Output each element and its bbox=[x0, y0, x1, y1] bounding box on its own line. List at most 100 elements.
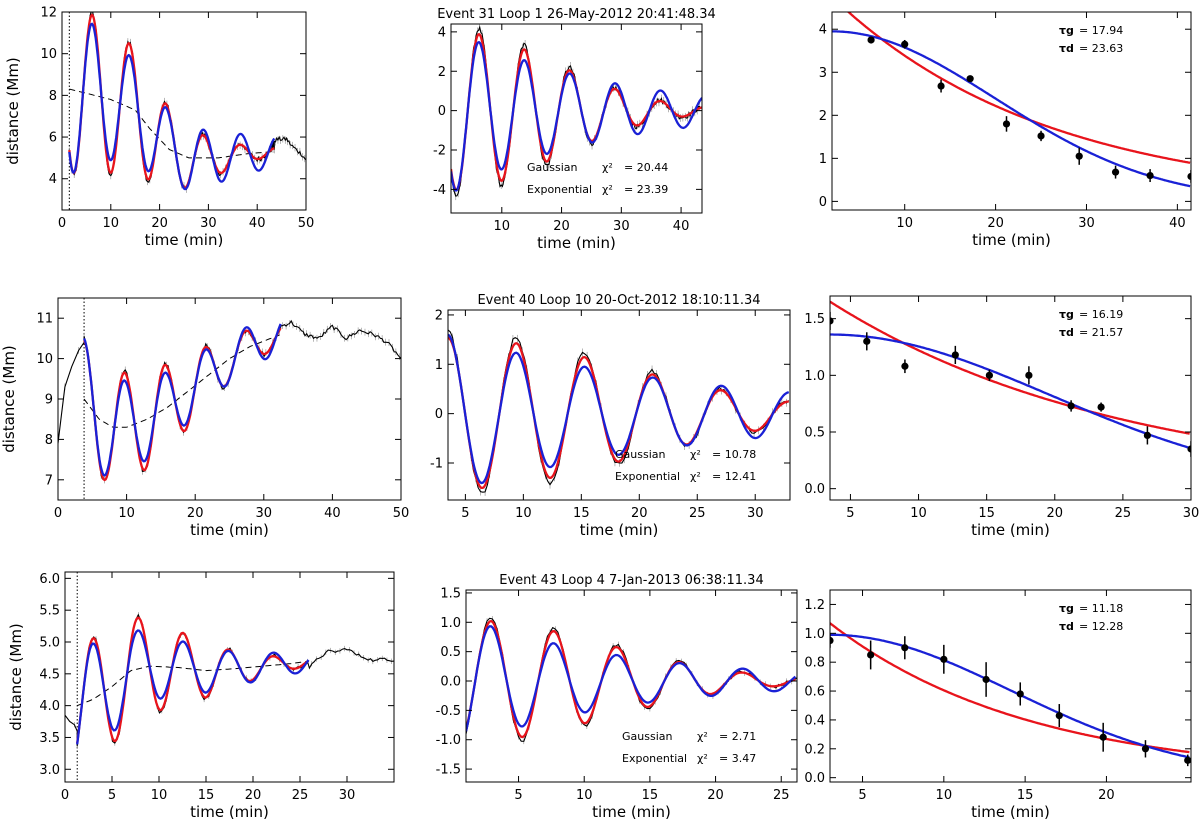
trend-line bbox=[83, 334, 280, 428]
y-tick-label: 8 bbox=[49, 89, 57, 104]
panel-1-1: 5 10 15 20 25 30 -1 0 1 2 time (min) Event 40 Loop … bbox=[430, 293, 791, 539]
chi-square-value: = 10.78 bbox=[712, 448, 756, 461]
x-tick-label: 15 bbox=[198, 788, 215, 803]
gaussian-fit-series bbox=[68, 13, 275, 189]
x-axis-label: time (min) bbox=[580, 521, 659, 539]
panel-2-0: 0 5 10 15 20 25 30 3.0 3.5 4.0 4.5 5.0 5.5 6.0 time (m… bbox=[7, 571, 395, 821]
plot-area bbox=[830, 300, 1191, 457]
fit-name-label: Exponential bbox=[527, 183, 592, 196]
x-tick-label: 30 bbox=[1183, 506, 1200, 521]
chi-square-value: = 20.44 bbox=[624, 161, 668, 174]
y-tick-label: 7 bbox=[45, 473, 53, 488]
fit-name-label: Exponential bbox=[615, 470, 680, 483]
x-tick-label: 25 bbox=[773, 788, 790, 803]
x-tick-label: 20 bbox=[245, 788, 262, 803]
y-tick-label: 2 bbox=[435, 308, 443, 323]
observed-series bbox=[68, 12, 306, 190]
x-tick-label: 5 bbox=[514, 788, 522, 803]
tau-value: = 21.57 bbox=[1079, 326, 1123, 339]
tau-symbol: τd bbox=[1059, 620, 1074, 633]
trend-line bbox=[77, 660, 308, 707]
x-tick-label: 25 bbox=[689, 506, 706, 521]
amplitude-point bbox=[1146, 171, 1154, 180]
y-tick-label: 0.2 bbox=[804, 742, 825, 757]
y-tick-label: 10 bbox=[36, 352, 53, 367]
x-axis-label: time (min) bbox=[971, 521, 1050, 539]
x-axis-label: time (min) bbox=[190, 521, 269, 539]
chi-square-symbol: χ² bbox=[690, 470, 701, 483]
y-tick-label: 4.5 bbox=[39, 667, 60, 682]
y-tick-label: 0.5 bbox=[440, 645, 461, 660]
plot-frame bbox=[465, 589, 798, 783]
panel-0-2: 10 20 30 40 0 1 2 3 4 time (min) τg = 17.94 τd = 23.6… bbox=[819, 0, 1192, 249]
tau-symbol: τg bbox=[1059, 602, 1074, 615]
x-tick-label: 15 bbox=[978, 506, 995, 521]
y-tick-label: 1.5 bbox=[440, 586, 461, 601]
y-tick-label: 0 bbox=[438, 104, 446, 119]
y-tick-label: 1.2 bbox=[804, 598, 825, 613]
y-tick-label: 2 bbox=[438, 65, 446, 80]
x-axis-label: time (min) bbox=[592, 803, 671, 821]
plot-area bbox=[448, 325, 790, 496]
tau-value: = 11.18 bbox=[1079, 602, 1123, 615]
y-tick-label: 0.0 bbox=[804, 482, 825, 497]
amplitude-point bbox=[867, 36, 875, 44]
fit-name-label: Gaussian bbox=[615, 448, 665, 461]
amplitude-point bbox=[951, 351, 959, 359]
amplitude-point bbox=[940, 655, 948, 663]
amplitude-point bbox=[1099, 733, 1107, 741]
plot-frame bbox=[61, 11, 307, 211]
x-axis-label: time (min) bbox=[537, 234, 616, 252]
y-tick-label: 0.8 bbox=[804, 656, 825, 671]
x-tick-label: 20 bbox=[187, 506, 204, 521]
y-tick-label: 0.0 bbox=[804, 771, 825, 786]
y-axis-label: distance (Mm) bbox=[0, 345, 18, 453]
y-tick-label: 5.0 bbox=[39, 636, 60, 651]
x-tick-label: 0 bbox=[54, 506, 62, 521]
y-tick-label: 2 bbox=[819, 109, 827, 124]
x-axis-label: time (min) bbox=[972, 231, 1051, 249]
y-tick-label: 3.0 bbox=[39, 763, 60, 778]
plot-area bbox=[830, 622, 1191, 767]
amplitude-point bbox=[828, 0, 835, 1]
plot-frame bbox=[829, 295, 1192, 501]
fit-name-label: Exponential bbox=[622, 752, 687, 765]
y-tick-label: 6 bbox=[49, 131, 57, 146]
amplitude-point bbox=[1075, 152, 1083, 160]
x-tick-label: 10 bbox=[910, 506, 927, 521]
x-tick-label: 50 bbox=[298, 216, 315, 231]
tau-value: = 23.63 bbox=[1079, 42, 1123, 55]
x-tick-label: 40 bbox=[324, 506, 341, 521]
gaussian-damping-curve bbox=[830, 333, 1190, 449]
plot-area bbox=[466, 616, 797, 745]
x-tick-label: 5 bbox=[846, 506, 854, 521]
x-tick-label: 20 bbox=[553, 219, 570, 234]
plot-frame bbox=[831, 11, 1192, 211]
x-tick-label: 30 bbox=[613, 219, 630, 234]
chi-square-symbol: χ² bbox=[697, 730, 708, 743]
amplitude-point bbox=[985, 371, 993, 379]
x-tick-label: 10 bbox=[896, 216, 913, 231]
x-tick-label: 40 bbox=[249, 216, 266, 231]
panel-2-2: 5 10 15 20 0.0 0.2 0.4 0.6 0.8 1.0 1.2 time (min) τg… bbox=[804, 589, 1192, 821]
amplitude-point bbox=[937, 82, 945, 90]
gaussian-damping-curve bbox=[832, 30, 1191, 188]
chi-square-symbol: χ² bbox=[602, 161, 613, 174]
x-tick-label: 30 bbox=[256, 506, 273, 521]
amplitude-point bbox=[1055, 711, 1063, 720]
chi-square-value: = 2.71 bbox=[719, 730, 756, 743]
y-tick-label: 4.0 bbox=[39, 699, 60, 714]
panel-title: Event 40 Loop 10 20-Oct-2012 18:10:11.34 bbox=[477, 293, 760, 308]
x-tick-label: 20 bbox=[1047, 506, 1064, 521]
fit-name-label: Gaussian bbox=[622, 730, 672, 743]
y-tick-label: -1.0 bbox=[436, 733, 461, 748]
y-axis-label: distance (Mm) bbox=[7, 623, 25, 731]
amplitude-point bbox=[982, 675, 990, 684]
y-tick-label: -1.5 bbox=[436, 763, 461, 778]
amplitude-point bbox=[1016, 690, 1024, 698]
plot-area bbox=[451, 24, 702, 201]
x-tick-label: 30 bbox=[339, 788, 356, 803]
y-tick-label: 0.0 bbox=[440, 675, 461, 690]
x-tick-label: 25 bbox=[292, 788, 309, 803]
x-tick-label: 50 bbox=[393, 506, 410, 521]
